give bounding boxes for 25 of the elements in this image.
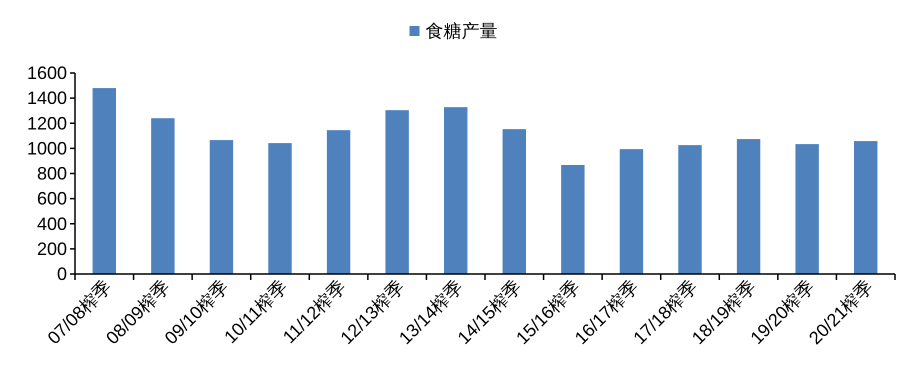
y-tick-label: 400 — [36, 214, 67, 234]
bar — [210, 140, 234, 274]
y-tick-label: 600 — [36, 188, 67, 209]
bar — [385, 110, 409, 274]
bar — [151, 118, 175, 274]
legend: 食糖产量 — [410, 21, 498, 41]
bar — [620, 149, 644, 274]
bar — [92, 88, 116, 274]
bar — [854, 141, 878, 274]
y-tick-label: 800 — [36, 164, 67, 184]
y-tick-label: 0 — [56, 264, 67, 284]
bar — [444, 107, 468, 274]
y-tick-label: 1200 — [26, 113, 67, 134]
legend-label: 食糖产量 — [426, 21, 498, 41]
bar — [561, 164, 585, 274]
bar — [795, 144, 819, 274]
y-tick-label: 1400 — [26, 88, 67, 108]
y-tick-label: 200 — [36, 238, 67, 259]
bar — [268, 143, 292, 274]
bar — [736, 139, 760, 274]
bar — [326, 130, 350, 274]
y-tick-label: 1000 — [26, 138, 67, 158]
bar — [502, 129, 526, 274]
y-tick-label: 1600 — [26, 63, 67, 83]
bar — [678, 145, 702, 274]
